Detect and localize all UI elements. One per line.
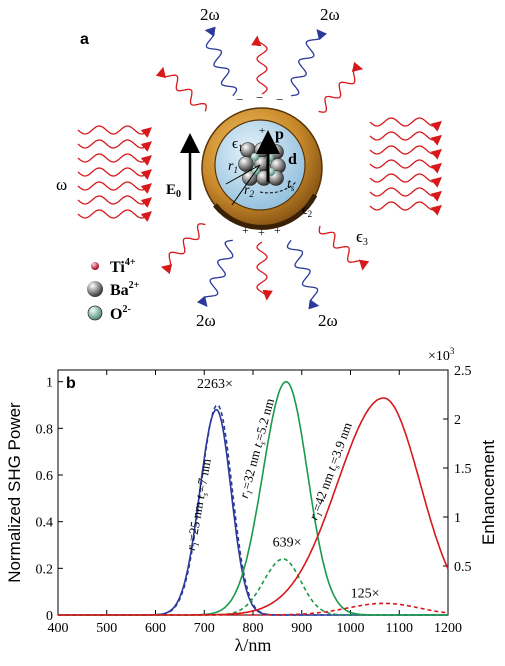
shell-thickness: ts — [287, 177, 295, 193]
y-right-tick-label: 2 — [454, 413, 461, 428]
o-atom-icon — [87, 305, 103, 321]
svg-text:+: + — [258, 225, 265, 239]
radiated-waves — [155, 26, 370, 310]
series-line-5 — [58, 602, 449, 616]
ti-atom-icon — [91, 262, 99, 270]
radius-r1: r1 — [228, 159, 238, 175]
dipole-d: d — [288, 151, 297, 168]
legend-ba: Ba2+ — [110, 280, 140, 299]
curve-label-2: r1=42 nm ts=3.9 nm — [306, 420, 357, 522]
incident-waves-left — [77, 125, 152, 222]
annotation-green-peak: 639× — [273, 536, 302, 551]
y-tick-label: 0 — [46, 609, 53, 624]
x-tick-label: 1000 — [337, 621, 365, 636]
y-right-tick-label: 1.5 — [454, 462, 472, 477]
series-line-0 — [58, 409, 448, 616]
series-line-2 — [58, 380, 448, 616]
atom-legend: Ti4+ Ba2+ O2- — [87, 257, 140, 323]
x-tick-label: 800 — [243, 621, 264, 636]
x-tick-label: 900 — [291, 621, 312, 636]
right-axis-multiplier: ×103 — [428, 346, 455, 364]
svg-text:+: + — [259, 125, 265, 137]
panel-a-label: a — [80, 31, 89, 48]
y-tick-label: 0.2 — [36, 562, 54, 577]
series-group — [58, 380, 449, 616]
x-tick-label: 700 — [194, 621, 215, 636]
harmonic-label-top-left: 2ω — [200, 5, 220, 24]
y-tick-label: 1 — [46, 376, 53, 391]
x-tick-label: 600 — [145, 621, 166, 636]
incident-waves-right — [369, 117, 442, 216]
y-right-axis-label: Enhancement — [479, 440, 498, 545]
y-tick-label: 0.8 — [36, 422, 54, 437]
y-axis-label: Normalized SHG Power — [5, 402, 24, 583]
x-tick-label: 500 — [96, 621, 117, 636]
harmonic-label-bottom-right: 2ω — [318, 311, 338, 330]
svg-text:+: + — [242, 223, 249, 237]
y-right-tick-label: 0.5 — [454, 560, 472, 575]
legend-ti: Ti4+ — [110, 257, 136, 276]
legend-o: O2- — [110, 304, 131, 323]
x-tick-label: 400 — [48, 621, 69, 636]
panel-a-schematic: a ω 2ω 2ω 2ω 2ω E0 − − − + + + + ϵ1 p d … — [56, 5, 442, 330]
curve-label-0: r1=25 nm ts=7 nm — [183, 457, 216, 552]
panel-b-chart: 400 500 600 700 800 900 1000 1100 1200 0 0.2 0.4 0.6… — [5, 346, 498, 655]
incident-omega-label: ω — [56, 175, 67, 194]
svg-text:+: + — [274, 223, 281, 237]
radius-r2: r2 — [244, 183, 254, 199]
harmonic-label-bottom-left: 2ω — [196, 311, 216, 330]
y-right-tick-label: 2.5 — [454, 364, 472, 379]
epsilon-outer: ϵ3 — [356, 227, 368, 248]
x-tick-label: 1100 — [386, 621, 413, 636]
epsilon-shell: ϵ2 — [302, 203, 312, 219]
field-label: E0 — [166, 182, 181, 200]
curve-label-1: r1=32 nm ts=5.2 nm — [236, 397, 279, 501]
core-shell-particle: − − − + + + + — [201, 90, 323, 239]
y-right-tick-label: 1 — [454, 511, 461, 526]
x-tick-label: 1200 — [434, 621, 462, 636]
dipole-p: p — [275, 126, 284, 143]
svg-text:−: − — [236, 92, 243, 107]
epsilon-core: ϵ1 — [232, 136, 243, 153]
annotation-blue-peak: 2263× — [197, 377, 233, 392]
y-tick-label: 0.4 — [36, 516, 54, 531]
x-axis-label: λ/nm — [235, 635, 272, 655]
annotation-red-peak: 125× — [351, 586, 380, 601]
panel-b-label: b — [66, 375, 76, 392]
harmonic-label-top-right: 2ω — [320, 5, 340, 24]
ba-atom-icon — [87, 281, 103, 297]
y-tick-label: 0.6 — [36, 469, 54, 484]
svg-text:−: − — [276, 92, 283, 107]
svg-text:−: − — [256, 90, 263, 105]
